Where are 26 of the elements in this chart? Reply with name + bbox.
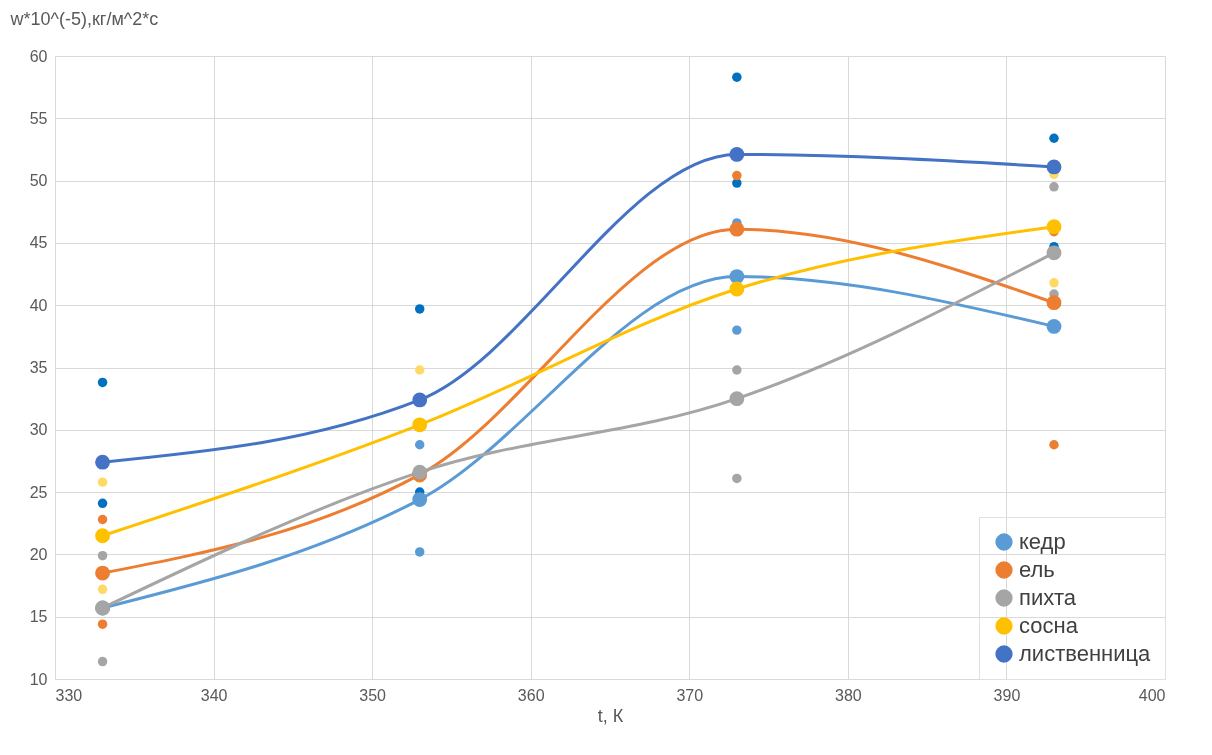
y-axis-title: w*10^(-5),кг/м^2*с	[9, 8, 159, 29]
legend-label: пихта	[1019, 585, 1077, 610]
x-tick-label: 400	[1138, 686, 1166, 704]
x-tick-label: 340	[200, 686, 228, 704]
y-tick-label: 50	[29, 172, 48, 190]
x-tick-label: 380	[835, 686, 862, 704]
y-tick-label: 30	[29, 421, 48, 439]
legend-label: сосна	[1019, 613, 1079, 638]
y-tick-label: 20	[29, 545, 48, 563]
y-tick-label: 60	[29, 47, 48, 65]
y-tick-label: 25	[29, 483, 48, 501]
y-tick-label: 40	[29, 296, 48, 314]
y-tick-label: 45	[29, 234, 48, 252]
x-axis-title: t, К	[597, 705, 624, 726]
legend-label: лиственница	[1019, 641, 1152, 666]
x-tick-label: 390	[993, 686, 1021, 704]
y-tick-label: 55	[29, 109, 48, 127]
x-tick-label: 330	[55, 686, 83, 704]
y-tick-label: 35	[29, 359, 48, 376]
legend-label: ель	[1019, 557, 1055, 582]
x-tick-label: 370	[676, 686, 704, 704]
y-tick-label: 15	[29, 608, 48, 626]
x-tick-label: 350	[359, 686, 387, 704]
y-tick-label: 10	[29, 670, 48, 688]
x-tick-label: 360	[517, 686, 545, 704]
legend-label: кедр	[1019, 529, 1066, 554]
